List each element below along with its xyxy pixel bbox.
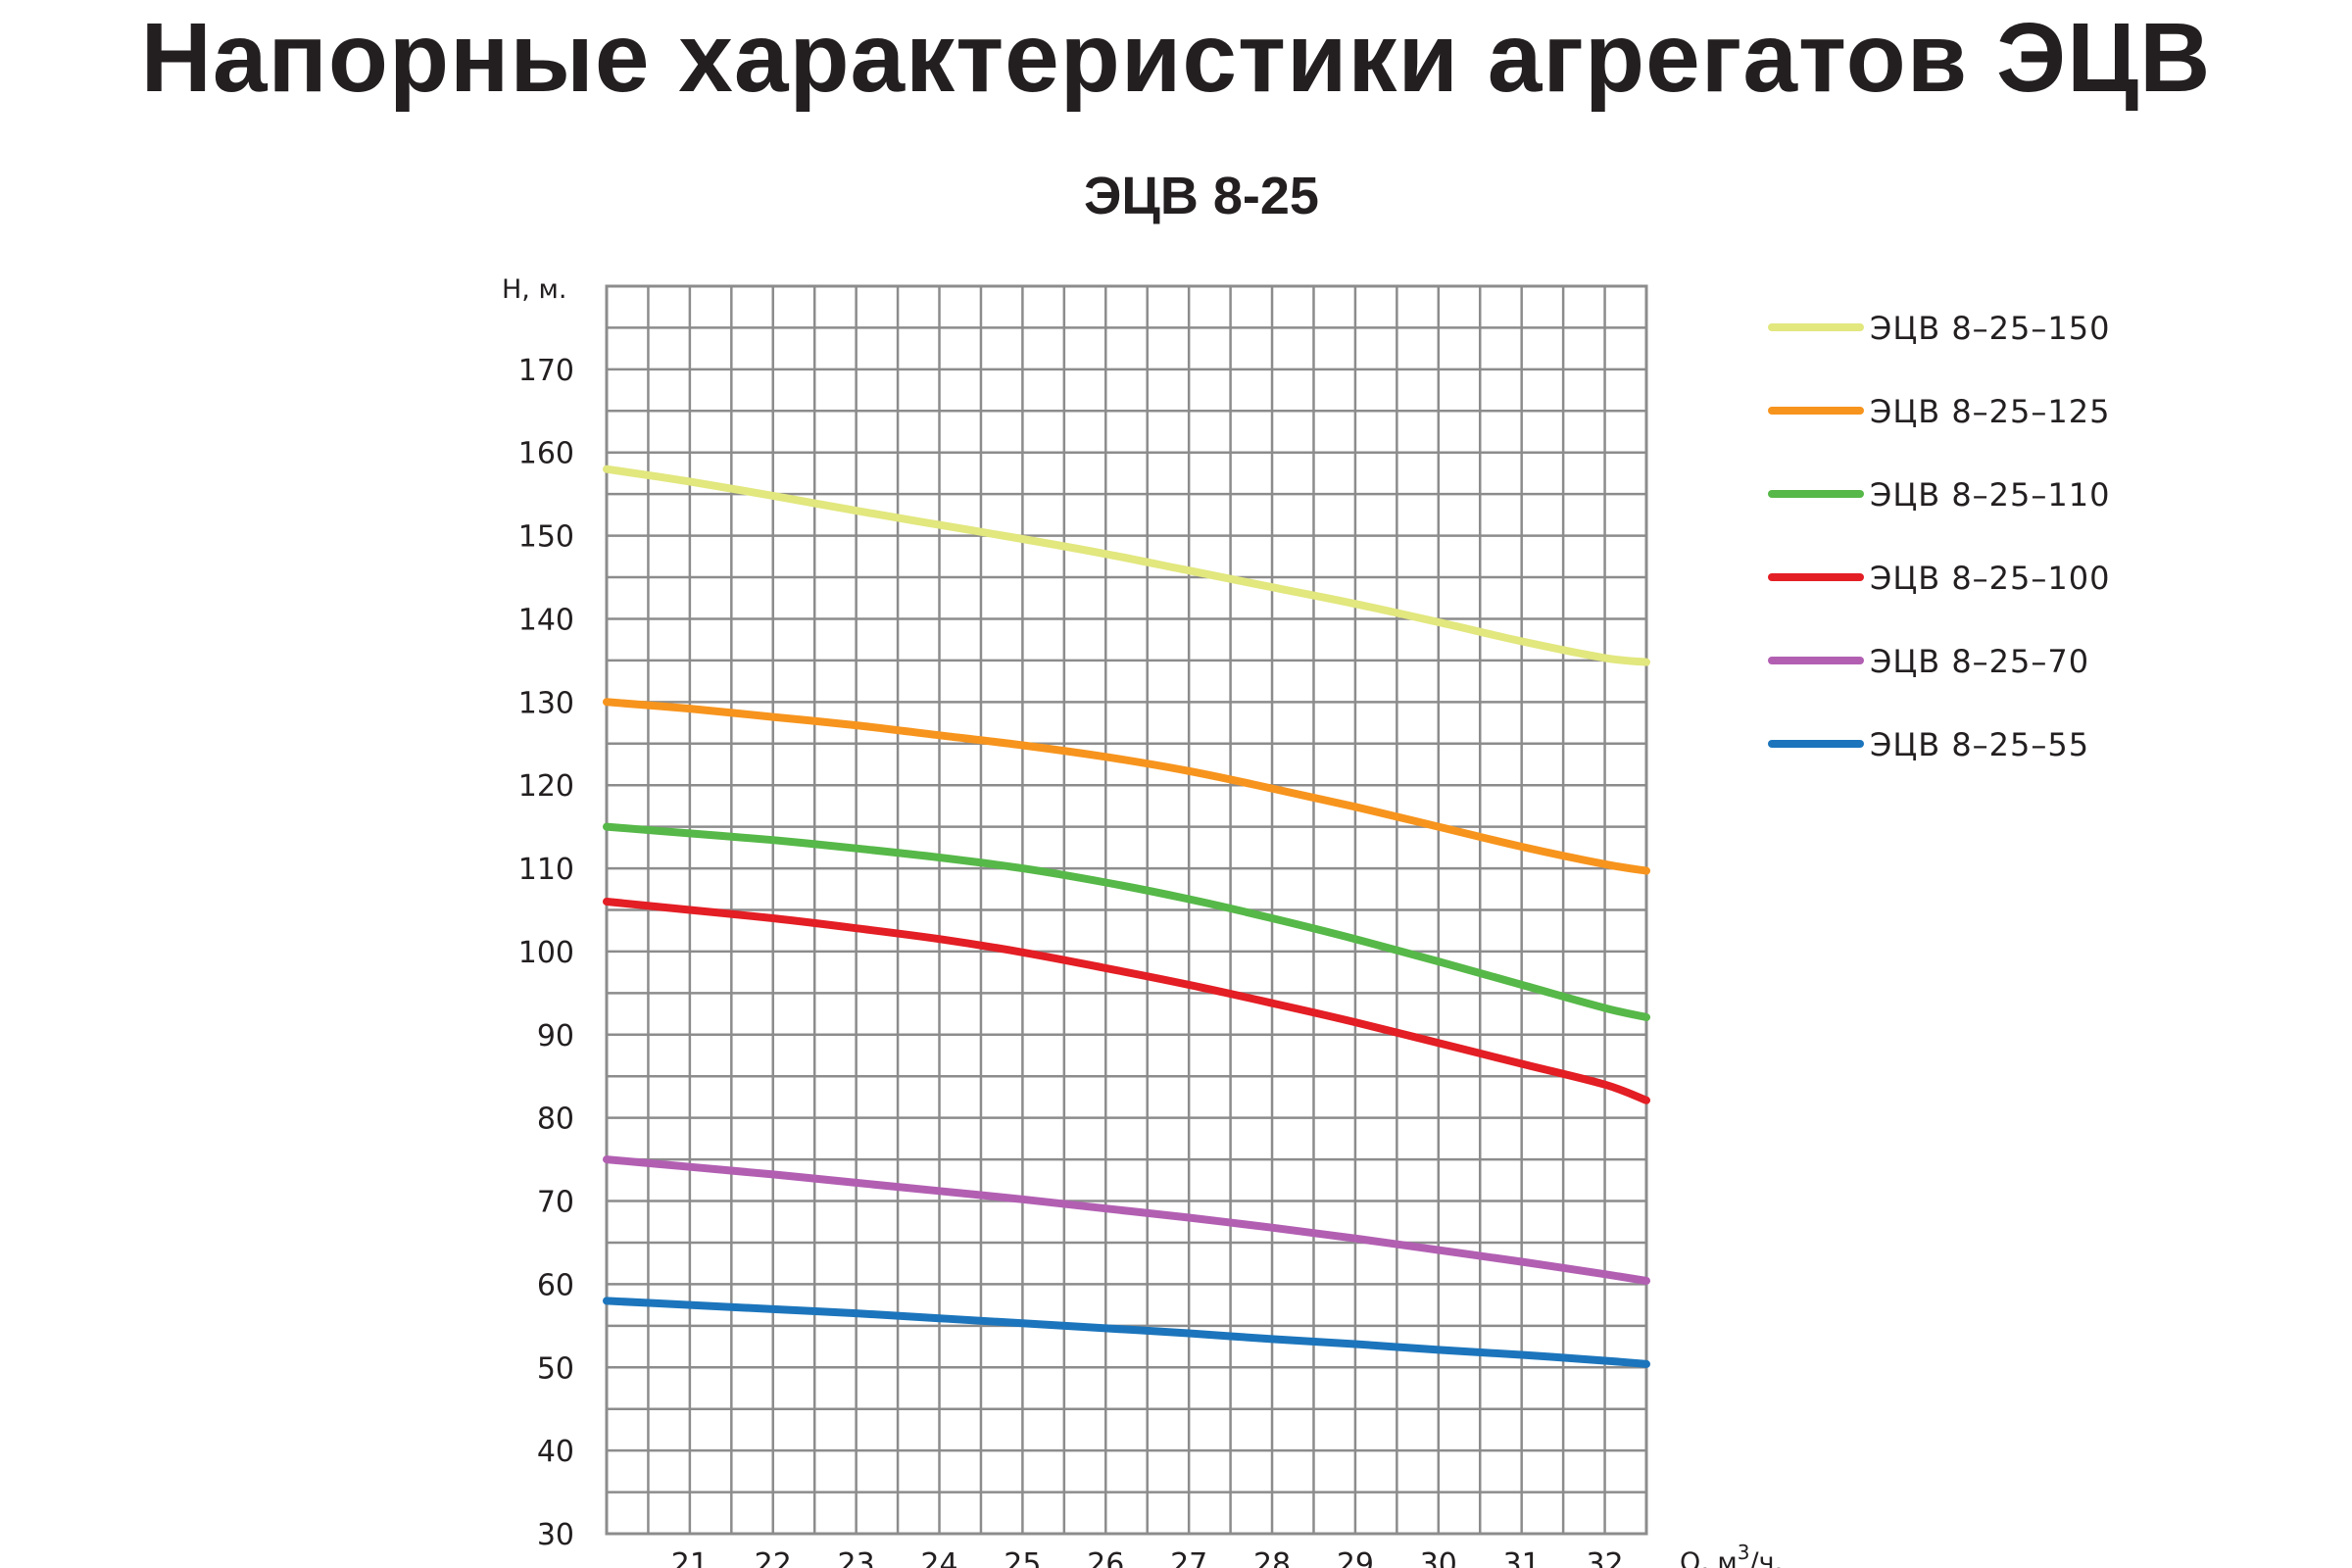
series-line xyxy=(603,465,1650,666)
legend-label: ЭЦВ 8–25–150 xyxy=(1870,310,2110,347)
y-tick-label: 140 xyxy=(518,603,574,637)
x-tick-label: 30 xyxy=(1420,1547,1457,1568)
chart-series xyxy=(603,465,1650,1368)
y-tick-label: 170 xyxy=(518,354,574,388)
chart-legend: ЭЦВ 8–25–150 ЭЦВ 8–25–125 ЭЦВ 8–25–110 ЭЦВ … xyxy=(1768,310,2110,763)
y-tick-label: 100 xyxy=(518,936,574,970)
legend-label: ЭЦВ 8–25–55 xyxy=(1870,726,2089,763)
series-line xyxy=(603,898,1650,1104)
series-line xyxy=(603,1155,1650,1285)
legend-label: ЭЦВ 8–25–125 xyxy=(1870,393,2110,430)
x-tick-label: 21 xyxy=(671,1547,709,1568)
series-line xyxy=(603,822,1650,1021)
legend-label: ЭЦВ 8–25–100 xyxy=(1870,560,2110,597)
x-tick-label: 32 xyxy=(1586,1547,1623,1568)
y-tick-label: 110 xyxy=(518,853,574,887)
x-tick-label: 26 xyxy=(1087,1547,1124,1568)
series-line xyxy=(603,698,1650,875)
y-tick-label: 60 xyxy=(537,1268,574,1302)
x-tick-label: 22 xyxy=(755,1547,792,1568)
legend-label: ЭЦВ 8–25–110 xyxy=(1870,476,2110,514)
y-tick-label: 160 xyxy=(518,437,574,471)
y-tick-label: 150 xyxy=(518,520,574,555)
legend-label: ЭЦВ 8–25–70 xyxy=(1870,643,2089,680)
y-tick-label: 90 xyxy=(537,1019,574,1054)
x-tick-label: 25 xyxy=(1004,1547,1041,1568)
chart-grid xyxy=(605,284,1648,1536)
y-tick-label: 130 xyxy=(518,686,574,720)
y-tick-label: 50 xyxy=(537,1351,574,1386)
x-tick-label: 23 xyxy=(838,1547,875,1568)
x-axis-label: Q, м3/ч. xyxy=(1680,1541,1783,1568)
x-tick-label: 31 xyxy=(1503,1547,1541,1568)
x-tick-label: 24 xyxy=(920,1547,957,1568)
y-tick-label: 70 xyxy=(537,1186,574,1220)
x-tick-label: 29 xyxy=(1337,1547,1374,1568)
page-title: Напорные характеристики агрегатов ЭЦВ xyxy=(140,3,2212,113)
x-tick-labels: 21 22 23 24 25 26 27 28 29 30 31 32 xyxy=(671,1547,1624,1568)
x-tick-label: 28 xyxy=(1253,1547,1291,1568)
y-tick-labels: 30 40 50 60 70 80 90 100 110 120 130 140 150 160 170 xyxy=(518,354,574,1552)
series-line xyxy=(603,1297,1650,1368)
x-tick-label: 27 xyxy=(1170,1547,1207,1568)
chart-title: ЭЦВ 8-25 xyxy=(1084,167,1319,225)
y-tick-label: 40 xyxy=(537,1435,574,1469)
y-axis-label: H, м. xyxy=(502,274,566,305)
y-tick-label: 80 xyxy=(537,1102,574,1137)
y-tick-label: 30 xyxy=(537,1518,574,1552)
y-tick-label: 120 xyxy=(518,769,574,804)
plot-frame xyxy=(605,284,1648,1536)
